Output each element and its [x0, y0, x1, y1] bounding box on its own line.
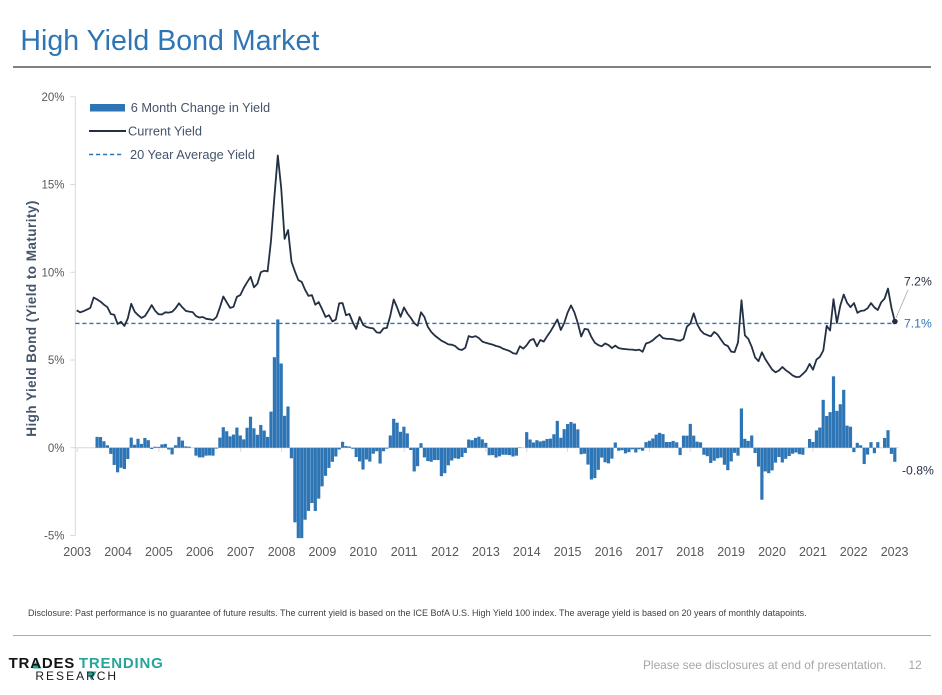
svg-text:2017: 2017	[635, 545, 663, 559]
svg-text:2008: 2008	[268, 545, 296, 559]
svg-text:7.2%: 7.2%	[904, 275, 932, 289]
svg-text:2018: 2018	[676, 545, 704, 559]
svg-text:2013: 2013	[472, 545, 500, 559]
svg-text:5%: 5%	[48, 355, 65, 367]
svg-text:20%: 20%	[41, 92, 64, 104]
svg-text:6 Month Change in Yield: 6 Month Change in Yield	[131, 100, 270, 115]
svg-text:2014: 2014	[513, 545, 541, 559]
svg-text:2012: 2012	[431, 545, 459, 559]
svg-text:2007: 2007	[227, 545, 255, 559]
svg-text:0%: 0%	[48, 443, 65, 455]
svg-text:2023: 2023	[881, 545, 909, 559]
svg-text:2022: 2022	[840, 545, 868, 559]
svg-text:2020: 2020	[758, 545, 786, 559]
svg-text:2009: 2009	[308, 545, 336, 559]
svg-text:2019: 2019	[717, 545, 745, 559]
svg-text:2003: 2003	[63, 545, 91, 559]
svg-text:10%: 10%	[41, 267, 64, 279]
svg-text:2015: 2015	[554, 545, 582, 559]
svg-text:2004: 2004	[104, 545, 132, 559]
svg-text:-5%: -5%	[44, 531, 64, 543]
svg-text:2016: 2016	[595, 545, 623, 559]
svg-text:-0.8%: -0.8%	[902, 464, 934, 478]
svg-text:High Yield Bond (Yield to Matu: High Yield Bond (Yield to Maturity)	[24, 200, 39, 436]
svg-text:2005: 2005	[145, 545, 173, 559]
svg-text:15%: 15%	[41, 180, 64, 192]
svg-text:2011: 2011	[391, 545, 418, 559]
svg-text:Current Yield: Current Yield	[128, 124, 202, 139]
svg-text:7.1%: 7.1%	[904, 317, 932, 331]
svg-text:2006: 2006	[186, 545, 214, 559]
svg-text:20 Year Average Yield: 20 Year Average Yield	[130, 147, 255, 162]
svg-text:2010: 2010	[349, 545, 377, 559]
svg-text:2021: 2021	[799, 545, 827, 559]
